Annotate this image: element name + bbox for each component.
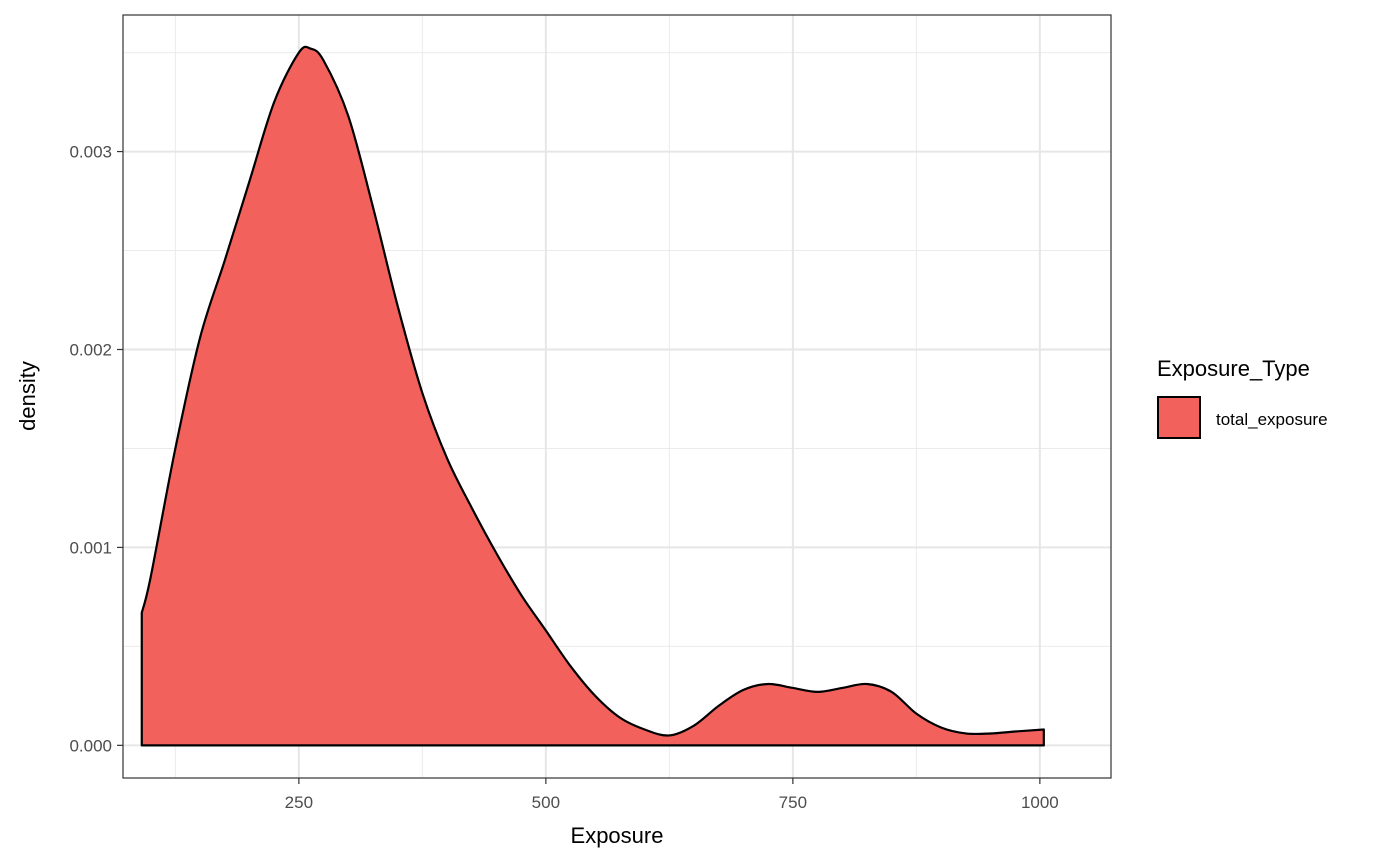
y-tick-label: 0.000 — [69, 736, 112, 755]
plot-border — [122, 14, 1112, 779]
legend: Exposure_Type total_exposure — [1157, 356, 1328, 439]
y-axis-ticks: 0.000 0.001 0.002 0.003 — [69, 143, 123, 755]
x-tick-label: 1000 — [1021, 793, 1059, 812]
x-tick-label: 250 — [285, 793, 313, 812]
legend-entry-label: total_exposure — [1216, 410, 1328, 429]
density-area — [140, 45, 1045, 747]
legend-key-swatch — [1157, 396, 1201, 439]
x-tick-label: 500 — [532, 793, 560, 812]
y-tick-label: 0.003 — [69, 143, 112, 162]
x-axis-ticks: 250 500 750 1000 — [285, 778, 1059, 812]
y-axis-title: density — [15, 361, 40, 431]
x-axis-title: Exposure — [571, 823, 664, 848]
y-tick-label: 0.002 — [69, 340, 112, 359]
y-tick-label: 0.001 — [69, 538, 112, 557]
legend-title: Exposure_Type — [1157, 356, 1310, 381]
x-tick-label: 750 — [779, 793, 807, 812]
